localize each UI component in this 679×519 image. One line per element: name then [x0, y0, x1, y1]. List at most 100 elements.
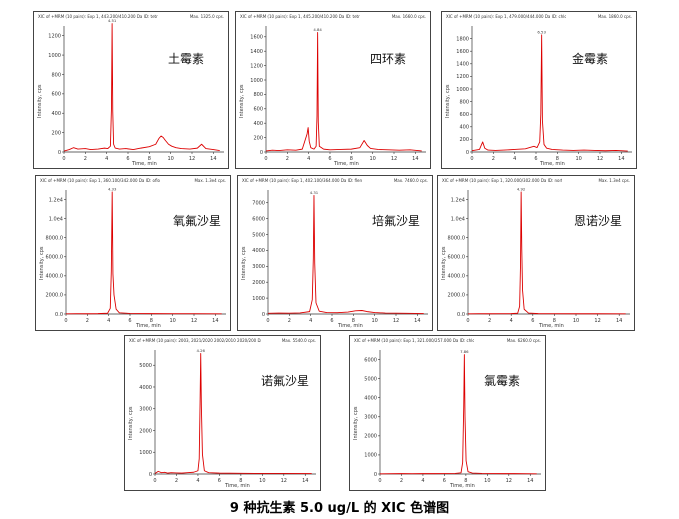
y-tick-label: 0	[262, 312, 265, 318]
panel-header-right: Max. 5540.0 cps.	[281, 338, 316, 343]
compound-name: 诺氟沙星	[261, 374, 310, 388]
x-tick-label: 8	[556, 156, 559, 162]
chromatogram-panel: XIC of +MRM (10 pairs): Exp 1, 443.200/4…	[33, 11, 229, 169]
chromatogram-trace	[467, 191, 626, 315]
chart-plot: 0 1000 2000 3000 4000 5000 6000 7000 0 2 4 6 8 10 12 14…	[252, 190, 428, 324]
x-tick-label: 10	[259, 478, 265, 484]
compound-name: 金霉素	[572, 52, 609, 66]
y-tick-label: 6000.0	[448, 255, 466, 261]
x-tick-label: 6	[534, 156, 537, 162]
x-tick-label: 8	[239, 478, 242, 484]
y-tick-label: 4000.0	[46, 274, 64, 280]
x-tick-label: 14	[412, 156, 418, 162]
chart-plot: 0 200 400 600 800 1000 1200 1400 1600 1800 0 2 4 6 8 10…	[456, 26, 632, 162]
y-tick-label: 2000	[252, 280, 265, 286]
y-tick-label: 1600	[250, 35, 263, 41]
peak-label: 4.26	[196, 348, 205, 353]
x-tick-label: 0	[62, 156, 65, 162]
chromatogram-trace	[154, 353, 312, 475]
peak-label: 6.53	[537, 29, 546, 34]
y-tick-label: 800	[51, 72, 61, 78]
x-tick-label: 4	[307, 156, 310, 162]
y-tick-label: 4000	[252, 248, 265, 254]
y-tick-label: 600	[51, 92, 61, 98]
chart-plot: 0.0 2000.0 4000.0 6000.0 8000.0 1.0e4 1.2e4 0 2 4…	[46, 186, 226, 324]
y-tick-label: 1.0e4	[451, 216, 465, 222]
y-tick-label: 600	[459, 112, 469, 118]
y-tick-label: 4000	[364, 395, 377, 401]
compound-name: 培氟沙星	[372, 214, 421, 228]
chart-plot: 0.0 2000.0 4000.0 6000.0 8000.0 1.0e4 1.2e4 0 2 4…	[448, 186, 630, 324]
panel-header-left: XIC of +MRM (10 pairs): Exp 1, 320.000/3…	[442, 178, 562, 183]
y-tick-label: 4000	[139, 385, 152, 391]
y-tick-label: 2000.0	[46, 293, 64, 299]
x-tick-label: 2	[175, 478, 178, 484]
y-tick-label: 1000	[139, 450, 152, 456]
x-tick-label: 6	[531, 318, 534, 324]
x-tick-label: 8	[553, 318, 556, 324]
x-tick-label: 2	[288, 318, 291, 324]
panel-header-left: XIC of +MRM (10 pairs): Exp 1, 402.100/3…	[242, 178, 362, 183]
y-tick-label: 800	[253, 92, 263, 98]
y-tick-label: 1000	[252, 296, 265, 302]
x-tick-label: 0	[64, 318, 67, 324]
x-axis-label: Time, min	[225, 483, 250, 489]
x-tick-label: 12	[281, 478, 287, 484]
chromatogram-trace	[65, 191, 222, 315]
x-tick-label: 4	[510, 318, 513, 324]
x-tick-label: 6	[218, 478, 221, 484]
panel-header-left: XIC of +MRM (10 pairs): 2003, 2021/2020 …	[129, 338, 261, 343]
y-tick-label: 0.0	[457, 312, 465, 318]
chart-plot: 0 200 400 600 800 1000 1200 1400 1600 0 2 4 6 8 10 12 14…	[250, 26, 426, 162]
panel-header-right: Max. 1860.0 cps.	[597, 14, 632, 19]
y-tick-label: 200	[51, 130, 61, 136]
y-tick-label: 2000	[364, 434, 377, 440]
y-tick-label: 1200	[456, 74, 469, 80]
peak-label: 4.84	[313, 27, 322, 32]
y-tick-label: 0.0	[55, 312, 63, 318]
y-tick-label: 400	[51, 111, 61, 117]
x-tick-label: 2	[400, 478, 403, 484]
x-tick-label: 14	[302, 478, 308, 484]
y-tick-label: 1000	[364, 453, 377, 459]
x-tick-label: 8	[350, 156, 353, 162]
y-tick-label: 1.0e4	[49, 216, 63, 222]
y-tick-label: 1600	[456, 49, 469, 55]
panel-header-left: XIC of +MRM (10 pairs): Exp 1, 445.200/4…	[240, 14, 360, 19]
panel-header-right: Max. 1325.0 cps.	[189, 14, 224, 19]
x-tick-label: 8	[148, 156, 151, 162]
y-tick-label: 7000	[252, 201, 265, 207]
x-tick-label: 10	[169, 318, 175, 324]
peak-label: 4.31	[310, 190, 319, 195]
x-tick-label: 12	[594, 318, 600, 324]
figure-caption: 9 种抗生素 5.0 ug/L 的 XIC 色谱图	[229, 501, 450, 516]
panel-header-left: XIC of +MRM (10 pairs): Exp 1, 321.000/2…	[354, 338, 474, 343]
x-tick-label: 12	[391, 156, 397, 162]
chart-plot: 0 1000 2000 3000 4000 5000 0 2 4 6 8 10 12 14 4.26	[139, 348, 316, 484]
y-tick-label: 5000	[364, 376, 377, 382]
x-tick-label: 6	[128, 318, 131, 324]
y-tick-label: 5000	[139, 363, 152, 369]
y-tick-label: 8000.0	[448, 235, 466, 241]
panel-header-left: XIC of +MRM (10 pairs): Exp 1, 479.000/4…	[446, 14, 566, 19]
x-tick-label: 2	[492, 156, 495, 162]
x-tick-label: 12	[506, 478, 512, 484]
y-tick-label: 600	[253, 107, 263, 113]
panel-header-right: Max. 1.3e4 cps.	[194, 178, 226, 183]
y-tick-label: 1200	[250, 63, 263, 69]
y-tick-label: 1800	[456, 36, 469, 42]
y-tick-label: 4000.0	[448, 274, 466, 280]
y-tick-label: 0	[466, 150, 469, 156]
panel-header-left: XIC of +MRM (10 pairs): Exp 1, 443.200/4…	[38, 14, 158, 19]
compound-name: 氧氟沙星	[173, 214, 222, 228]
x-tick-label: 0	[378, 478, 381, 484]
y-tick-label: 400	[253, 121, 263, 127]
x-tick-label: 4	[196, 478, 199, 484]
chromatogram-panel: XIC of +MRM (10 pairs): 2003, 2021/2020 …	[124, 335, 321, 491]
y-tick-label: 1400	[250, 49, 263, 55]
peak-label: 4.92	[517, 186, 526, 191]
y-tick-label: 2000.0	[448, 293, 466, 299]
chromatogram-panel: XIC of +MRM (10 pairs): Exp 1, 402.100/3…	[237, 175, 433, 331]
x-axis-label: Time, min	[338, 323, 363, 329]
chromatogram-trace	[63, 23, 220, 152]
